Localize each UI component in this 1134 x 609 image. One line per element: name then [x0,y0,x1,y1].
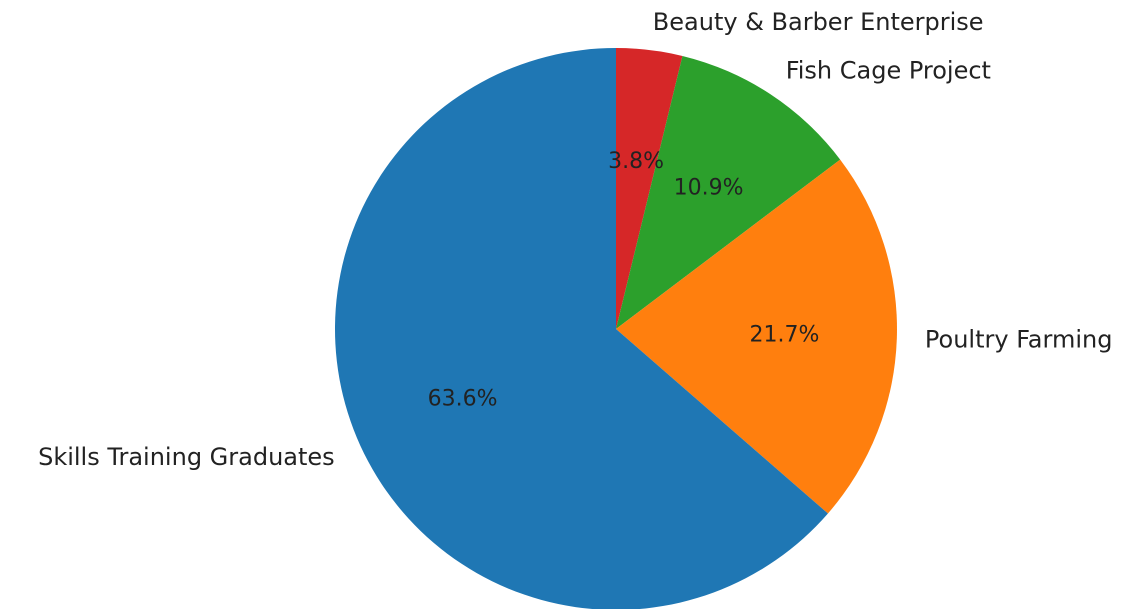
pie-slices [335,48,897,609]
pct-label-skills-training-graduates: 63.6% [428,386,498,411]
pct-label-fish-cage-project: 10.9% [674,176,744,201]
pie-slice-skills-training-graduates [335,48,828,609]
pie-slice-beauty-and-barber-enterprise [616,48,683,329]
pct-label-beauty-and-barber-enterprise: 3.8% [608,149,664,174]
category-label-fish-cage-project: Fish Cage Project [786,57,991,85]
pie-slice-fish-cage-project [616,55,841,329]
percentage-labels: 3.8% 10.9% 21.7% 63.6% [428,149,820,411]
pie-slice-poultry-farming [616,159,897,514]
category-label-poultry-farming: Poultry Farming [925,326,1113,354]
category-labels: Beauty & Barber Enterprise Fish Cage Proj… [38,8,1112,471]
category-label-beauty-and-barber-enterprise: Beauty & Barber Enterprise [653,8,984,36]
pct-label-poultry-farming: 21.7% [750,322,820,347]
category-label-skills-training-graduates: Skills Training Graduates [38,443,335,471]
